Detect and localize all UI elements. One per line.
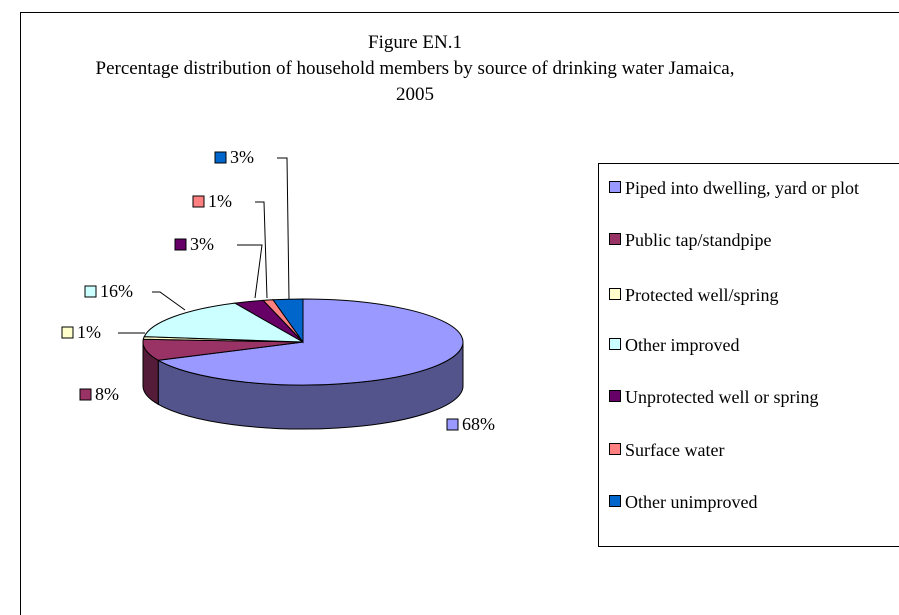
chart-frame [20, 12, 899, 615]
legend-label: Public tap/standpipe [625, 230, 772, 250]
data-label: 68% [462, 414, 495, 434]
label-swatch [79, 388, 92, 401]
legend-label: Other unimproved [625, 492, 758, 512]
legend-item: Protected well/spring [609, 285, 899, 305]
legend-swatch [609, 338, 621, 350]
label-swatch [174, 238, 187, 251]
legend-label: Surface water [625, 440, 725, 460]
leader-line [277, 157, 290, 300]
legend-item: Other unimproved [609, 492, 899, 512]
legend-label: Unprotected well or spring [625, 387, 819, 407]
chart-subtitle: Percentage distribution of household mem… [95, 58, 735, 105]
data-label: 1% [77, 322, 101, 342]
label-swatch [84, 285, 97, 298]
data-label: 3% [190, 234, 214, 254]
data-label: 16% [100, 281, 133, 301]
legend-item: Piped into dwelling, yard or plot [609, 178, 899, 198]
data-label: 3% [230, 147, 254, 167]
legend-label: Piped into dwelling, yard or plot [625, 178, 859, 198]
legend-swatch [609, 495, 621, 507]
legend: Piped into dwelling, yard or plot Public … [598, 163, 899, 547]
data-label: 8% [95, 384, 119, 404]
legend-swatch [609, 288, 621, 300]
legend-item: Public tap/standpipe [609, 230, 899, 250]
data-label: 1% [208, 191, 232, 211]
legend-swatch [609, 233, 621, 245]
legend-swatch [609, 390, 621, 402]
legend-swatch [609, 181, 621, 193]
leader-line [255, 201, 268, 299]
pie-slice [272, 298, 304, 344]
pie-slice [143, 302, 304, 343]
legend-item: Other improved [609, 335, 899, 355]
legend-label: Other improved [625, 335, 740, 355]
legend-swatch [609, 443, 621, 455]
pie-slice [156, 298, 464, 386]
legend-item: Surface water [609, 440, 899, 460]
label-swatch [192, 195, 205, 208]
leader-line [237, 244, 263, 299]
legend-label: Protected well/spring [625, 285, 779, 305]
label-swatch [446, 418, 459, 431]
chart-title: Figure EN.1 [368, 32, 462, 53]
label-swatch [214, 151, 227, 164]
leader-line [152, 291, 186, 311]
titles: Figure EN.1 Percentage distribution of h… [95, 30, 735, 108]
label-swatch [61, 326, 74, 339]
legend-item: Unprotected well or spring [609, 387, 899, 407]
